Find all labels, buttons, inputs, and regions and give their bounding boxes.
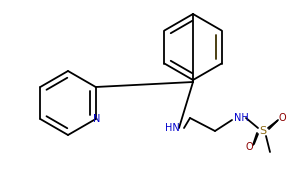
Text: O: O <box>278 113 286 123</box>
Text: O: O <box>245 142 253 152</box>
Text: N: N <box>93 114 100 124</box>
Text: NH: NH <box>234 113 249 123</box>
Text: HN: HN <box>165 123 179 133</box>
Text: S: S <box>259 126 267 136</box>
